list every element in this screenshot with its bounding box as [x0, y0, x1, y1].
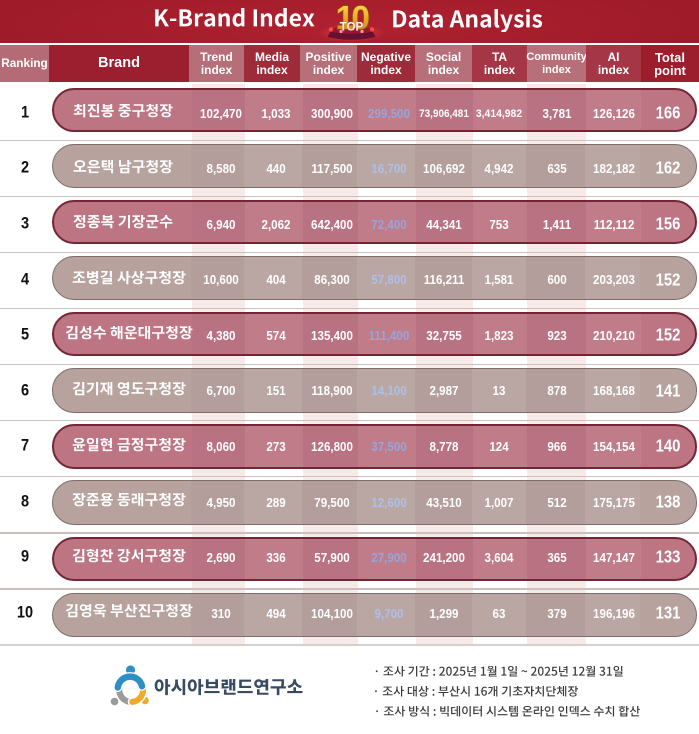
svg-text:TOP: TOP — [340, 22, 364, 34]
svg-text:10: 10 — [336, 0, 369, 36]
